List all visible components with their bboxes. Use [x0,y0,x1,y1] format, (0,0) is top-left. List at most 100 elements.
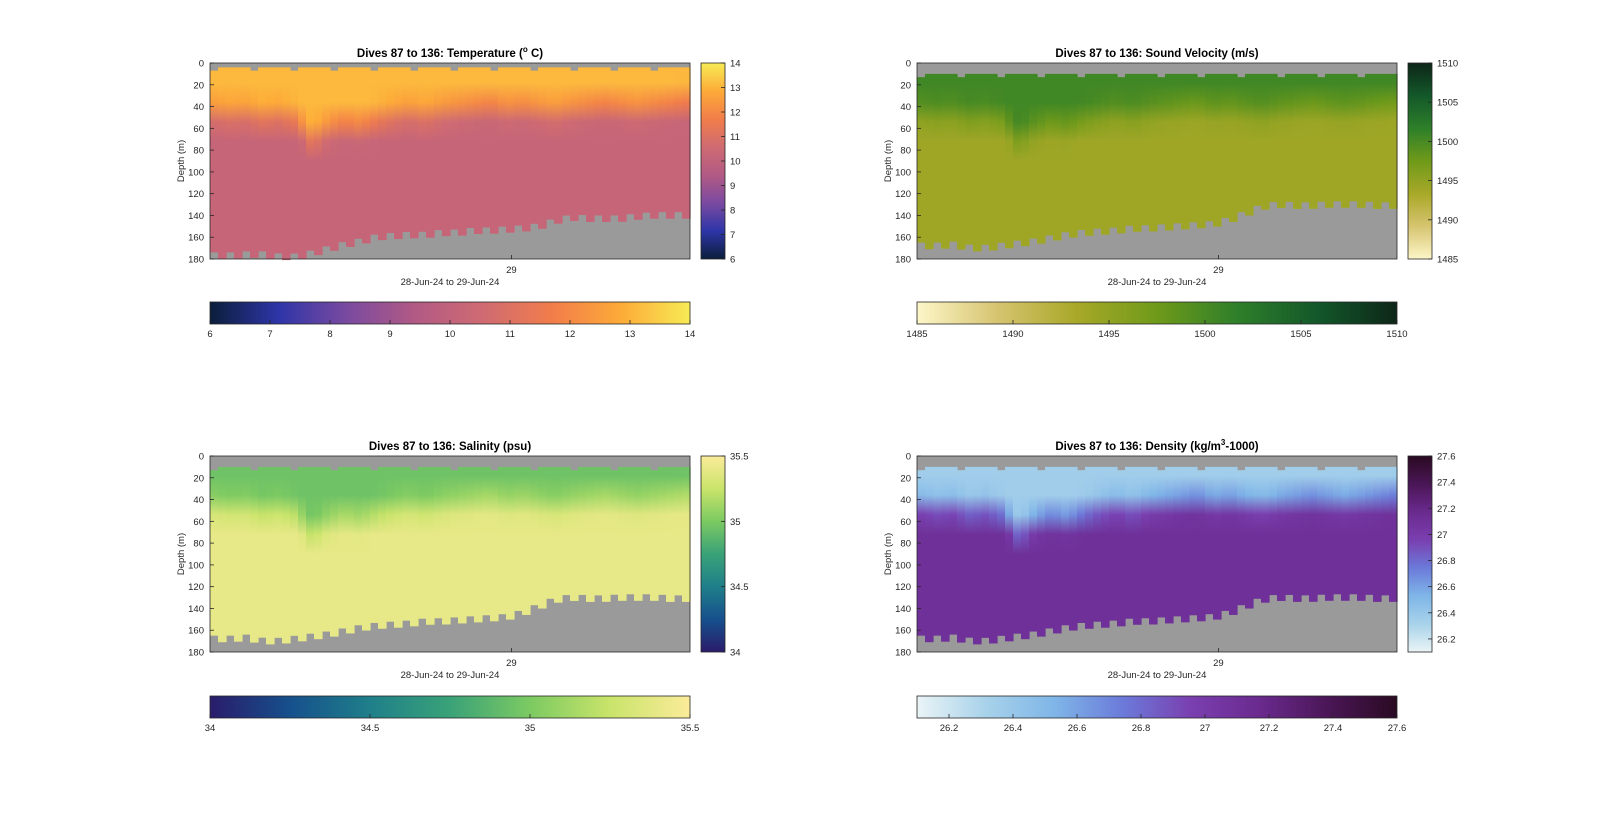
data-column [386,67,395,234]
data-column [1197,77,1206,229]
data-column [1229,466,1238,615]
data-column [586,67,595,222]
colorbar-tick-label: 11 [505,329,515,340]
data-column [1325,73,1334,208]
colorbar-tick-label: 34.5 [730,582,749,593]
data-column [394,67,403,240]
colorbar-tick-label: 7 [267,329,272,340]
data-column [474,466,483,623]
data-column [378,67,387,241]
data-column [949,73,958,242]
data-column [933,73,942,243]
data-column [370,70,379,235]
data-column [1261,466,1270,603]
data-column [642,67,651,213]
data-column [1189,73,1198,223]
data-column [346,67,355,247]
x-axis-label: 28-Jun-24 to 29-Jun-24 [1108,277,1207,288]
colorbar-tick-label: 12 [730,108,741,119]
colorbar-tick-label: 6 [207,329,212,340]
data-column [1277,470,1286,601]
data-column [917,77,926,243]
data-column [242,466,251,635]
data-column [1301,466,1310,596]
data-column [570,70,579,222]
colorbar-tick-label: 26.6 [1437,582,1456,593]
colorbar-tick-label: 10 [445,329,456,340]
data-column [1101,73,1110,235]
data-column [1101,466,1110,628]
data-column [674,466,683,596]
colorbar-tick-label: 27.2 [1437,504,1456,515]
data-column [1381,466,1390,596]
data-column [482,67,491,228]
data-column [394,466,403,628]
data-column [1141,73,1150,226]
data-column [434,67,443,231]
data-column [1021,466,1030,640]
data-column [1389,466,1398,602]
data-column [258,466,267,638]
chart-title-main: Dives 87 to 136: Temperature ( [357,48,523,60]
colorbar-tick-label: 35.5 [730,452,749,463]
colorbar-tick-label: 1495 [1437,176,1458,187]
colorbar-tick-label: 1485 [906,329,927,340]
data-column [925,466,934,643]
colorbar-tick-label: 1485 [1437,255,1458,266]
y-tick-label: 120 [188,189,204,200]
data-column [1061,466,1070,626]
data-column [1293,73,1302,209]
data-column [610,70,619,216]
chart-panel-1: 0 20 40 60 80 100 120 140 160 180 29 28-Jun-24 to 2… [176,45,741,340]
data-column [570,470,579,601]
data-column [562,466,571,596]
axes-frame [916,455,1398,653]
data-column [658,67,667,213]
data-column [250,70,259,258]
data-column [1117,470,1126,627]
data-column [1333,466,1342,595]
y-tick-label: 20 [900,473,911,484]
chart-panel-2: 0 20 40 60 80 100 120 140 160 180 29 28-Jun-24 to 2… [883,48,1458,340]
data-column [562,67,571,216]
colorbar-tick-label: 13 [730,83,741,94]
colorbar-tick-label: 14 [730,59,741,70]
data-column [1245,73,1254,216]
y-tick-label: 80 [900,539,911,550]
data-column [1357,77,1366,208]
data-column [1309,466,1318,602]
data-column [1133,466,1142,625]
data-column [1341,466,1350,601]
data-column [1365,466,1374,595]
chart-title-superscript: o [523,45,528,54]
y-tick-label: 60 [193,517,204,528]
data-column [626,466,635,595]
y-tick-label: 180 [188,648,204,659]
data-column [1205,466,1214,615]
data-column [554,67,563,224]
chart-panel-4: 0 20 40 60 80 100 120 140 160 180 29 28-Jun-24 to 2… [883,438,1456,734]
data-column [1005,73,1014,249]
y-tick-label: 140 [188,211,204,222]
colorbar-tick-label: 7 [730,230,735,241]
y-tick-label: 40 [900,102,911,113]
y-tick-label: 100 [895,560,911,571]
chart-panel-3: 0 20 40 60 80 100 120 140 160 180 29 28-Jun-24 to 2… [176,441,749,734]
data-column [426,466,435,625]
data-column [1285,466,1294,595]
data-column [1333,73,1342,202]
y-tick-label: 80 [193,539,204,550]
colorbar-tick-label: 1510 [1386,329,1407,340]
data-column [981,73,990,245]
axes-frame [209,455,691,653]
data-column [1373,466,1382,602]
chart-title-main: Dives 87 to 136: Salinity (psu) [369,441,532,453]
data-column [1189,466,1198,616]
data-column [594,466,603,596]
data-column [386,466,395,622]
data-column [258,67,267,252]
data-column [981,466,990,638]
data-column [442,67,451,237]
data-column [450,70,459,230]
